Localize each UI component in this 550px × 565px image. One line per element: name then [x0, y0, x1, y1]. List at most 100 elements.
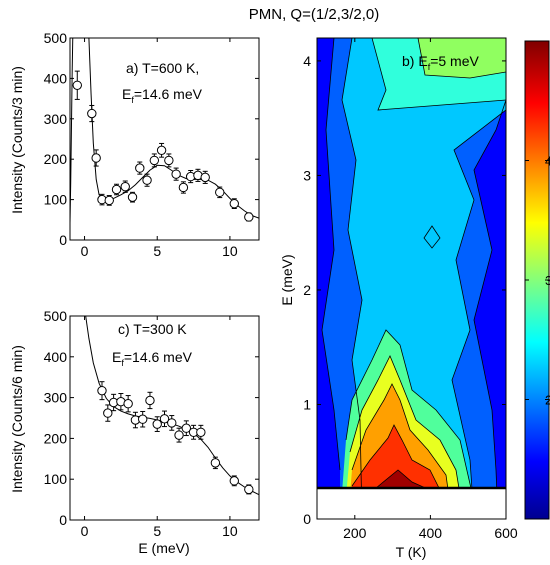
contour-lines — [321, 38, 506, 519]
panel-c-ef-label: E — [112, 349, 121, 365]
x-tick-label: 10 — [222, 523, 238, 539]
y-tick-label: 200 — [44, 151, 68, 167]
data-point — [72, 70, 82, 100]
panel-c-plot — [85, 316, 259, 496]
marker — [87, 108, 97, 119]
marker — [171, 169, 181, 179]
x-tick-label: 0 — [81, 523, 89, 539]
y-tick-label: 100 — [44, 192, 68, 208]
data-point — [210, 456, 221, 470]
panel-c-xlabel: E (meV) — [138, 540, 189, 556]
panel-a-frame — [69, 37, 260, 241]
x-tick-label: 10 — [222, 243, 238, 259]
data-point — [171, 167, 181, 181]
marker — [244, 212, 254, 222]
panel-b-ylabel: E (meV) — [279, 254, 295, 305]
contour-level-5b — [418, 38, 506, 78]
panel-a-ef-label: E — [122, 86, 131, 102]
marker — [120, 181, 130, 192]
data-point — [97, 381, 107, 401]
marker — [123, 399, 133, 409]
y-tick-label: 3 — [303, 167, 311, 183]
data-point — [87, 104, 97, 123]
data-point — [123, 395, 133, 413]
y-tick-label: 4 — [303, 53, 311, 69]
contour-mask-band — [317, 488, 506, 519]
x-tick-label: 400 — [419, 525, 443, 541]
data-point — [229, 198, 239, 209]
marker — [103, 408, 113, 418]
data-point — [142, 173, 152, 187]
marker — [178, 182, 189, 193]
marker — [244, 484, 254, 495]
y-tick-label: 0 — [59, 232, 67, 248]
data-point — [167, 415, 177, 431]
marker — [97, 385, 107, 396]
marker — [215, 187, 225, 198]
data-point — [200, 170, 210, 184]
marker — [91, 153, 101, 163]
y-tick-label: 0 — [59, 512, 67, 528]
marker — [152, 419, 162, 429]
marker — [196, 427, 206, 437]
data-point — [159, 410, 170, 428]
data-point — [174, 427, 184, 443]
colorbar-ticks: 2 3 4 — [525, 154, 550, 408]
x-tick-label: 5 — [153, 523, 161, 539]
data-point — [103, 404, 113, 422]
y-tick-label: 300 — [44, 111, 68, 127]
y-tick-label: 0 — [303, 511, 311, 527]
data-point — [229, 475, 239, 487]
panel-c-annotation: c) T=300 K Ef=14.6 meV — [112, 321, 193, 368]
marker — [181, 423, 192, 433]
colorbar-tick-label: 4 — [545, 154, 550, 169]
marker — [164, 155, 174, 166]
panel-b: 0 1 2 3 4 200 400 600 b) Ef=5 meV E (meV) T (K) — [279, 37, 518, 560]
data-point — [193, 168, 203, 182]
panel-a-plot — [70, 38, 259, 240]
panel-b-frame — [316, 37, 507, 520]
panel-a-ylabel: Intensity (Counts/3 min) — [9, 66, 25, 214]
marker — [229, 476, 239, 486]
y-tick-label: 500 — [44, 30, 68, 46]
panel-b-xlabel: T (K) — [396, 544, 427, 560]
panel-b-annotation: b) Ef=5 meV — [402, 53, 480, 72]
panel-c: 0 100 200 300 400 500 0 5 10 c) T=300 K Ef=14.6 … — [9, 308, 260, 556]
marker — [159, 414, 170, 424]
marker — [229, 198, 239, 209]
data-point — [164, 153, 174, 168]
data-point — [215, 186, 225, 199]
marker — [135, 163, 145, 173]
panel-c-ylabel: Intensity (Counts/6 min) — [9, 345, 25, 493]
x-tick-label: 5 — [153, 243, 161, 259]
data-point — [244, 212, 254, 222]
panel-b-ticks: 0 1 2 3 4 200 400 600 — [303, 38, 518, 541]
marker — [127, 192, 138, 202]
x-tick-label: 600 — [494, 525, 518, 541]
data-point — [111, 183, 122, 196]
data-point — [244, 484, 254, 495]
data-point — [145, 391, 155, 410]
marker — [137, 414, 148, 424]
data-point — [104, 195, 114, 206]
marker — [174, 430, 184, 440]
y-tick-label: 400 — [44, 70, 68, 86]
panel-a-ticks: 0 100 200 300 400 500 0 5 10 — [44, 30, 259, 259]
data-point — [181, 420, 192, 437]
marker — [149, 155, 160, 166]
data-point — [196, 424, 206, 440]
figure-title: PMN, Q=(1/2,3/2,0) — [249, 6, 379, 23]
y-tick-label: 100 — [44, 471, 68, 487]
y-tick-label: 400 — [44, 349, 68, 365]
marker — [210, 458, 221, 468]
data-point — [120, 180, 130, 193]
panel-a-annotation: a) T=600 K, Ef=14.6 meV — [122, 60, 203, 105]
data-point — [152, 416, 162, 432]
marker — [200, 172, 210, 183]
data-point — [135, 161, 145, 175]
marker — [167, 418, 177, 428]
marker — [104, 195, 114, 206]
data-point — [91, 149, 101, 167]
data-point — [137, 410, 148, 428]
